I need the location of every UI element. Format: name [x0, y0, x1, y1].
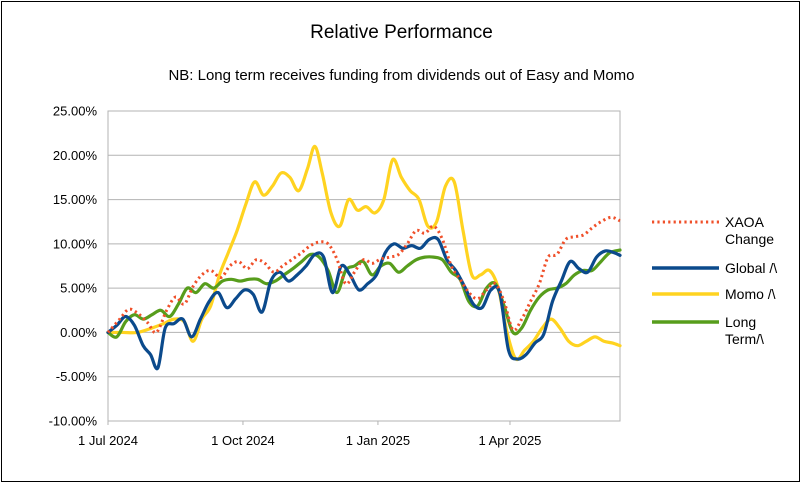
- chart-subtitle: NB: Long term receives funding from divi…: [168, 67, 635, 84]
- y-tick-label: 10.00%: [53, 236, 98, 251]
- legend-label-3: Term/\: [725, 331, 764, 347]
- x-tick-label: 1 Apr 2025: [479, 433, 542, 448]
- y-tick-label: 25.00%: [53, 104, 98, 119]
- legend-label-1: Global /\: [725, 260, 777, 276]
- legend-label-0: XAOA: [725, 214, 765, 230]
- y-tick-label: 5.00%: [60, 281, 97, 296]
- y-tick-label: 20.00%: [53, 148, 98, 163]
- series-line-1: [106, 235, 622, 371]
- x-tick-label: 1 Jul 2024: [78, 433, 138, 448]
- y-tick-label: 0.00%: [60, 325, 97, 340]
- y-tick-label: 15.00%: [53, 192, 98, 207]
- y-tick-label: -5.00%: [56, 369, 98, 384]
- legend-label-2: Momo /\: [725, 286, 776, 302]
- y-tick-label: -10.00%: [49, 414, 98, 429]
- chart-title: Relative Performance: [310, 22, 493, 43]
- legend-label-3: Long: [725, 314, 756, 330]
- plot-area: [107, 110, 621, 422]
- x-tick-label: 1 Oct 2024: [211, 433, 275, 448]
- series-line-3: [106, 248, 622, 339]
- series-line-0: [106, 215, 621, 335]
- x-tick-label: 1 Jan 2025: [346, 433, 410, 448]
- legend-label-0: Change: [725, 231, 774, 247]
- series-line-2: [106, 144, 622, 362]
